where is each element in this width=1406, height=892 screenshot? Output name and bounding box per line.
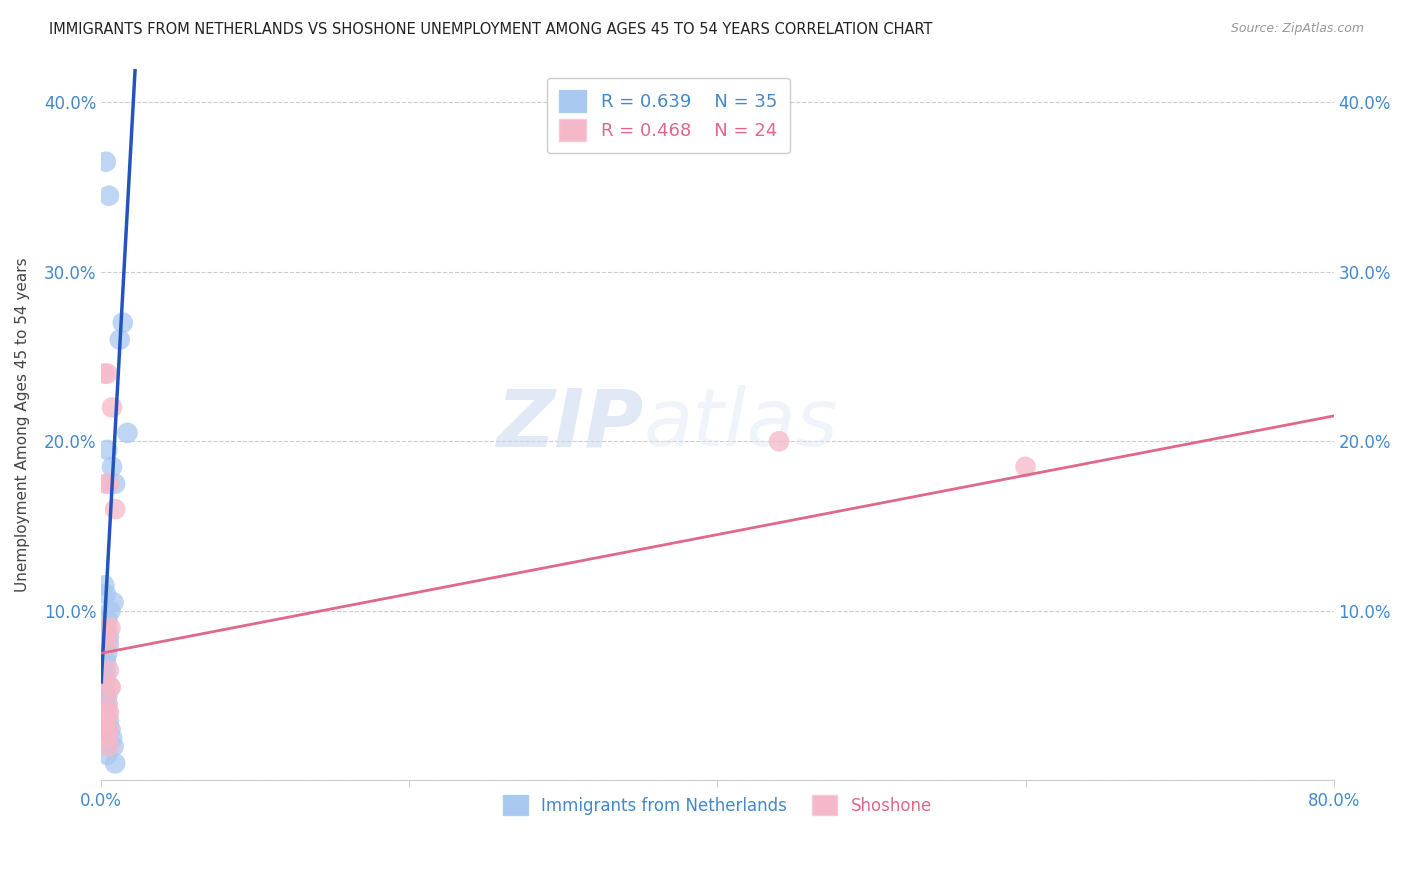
Point (94, 154, 117, 169)
Point (94, 621, 117, 635)
Point (100, 723, 122, 737)
Point (96, 747, 118, 762)
Point (96, 621, 118, 635)
Point (101, 401, 124, 415)
Point (96, 442, 118, 457)
Point (97, 663, 120, 677)
Point (96, 706, 118, 720)
Point (100, 604, 122, 618)
Point (96, 731, 118, 745)
Point (93, 672, 115, 686)
Point (96, 697, 118, 711)
Text: Source: ZipAtlas.com: Source: ZipAtlas.com (1230, 22, 1364, 36)
Point (93, 723, 115, 737)
Point (94, 714, 117, 728)
Point (97, 476, 120, 491)
Point (96, 367, 118, 381)
Point (94, 655, 117, 669)
Point (768, 434, 790, 449)
Point (97, 638, 120, 652)
Point (97, 714, 120, 728)
Point (93, 578, 115, 592)
Point (96, 646, 118, 660)
Y-axis label: Unemployment Among Ages 45 to 54 years: Unemployment Among Ages 45 to 54 years (15, 257, 30, 591)
Point (94, 629, 117, 643)
Point (104, 756, 127, 771)
Text: ZIP: ZIP (496, 385, 644, 464)
Point (96, 723, 118, 737)
Point (100, 680, 122, 694)
Point (93, 680, 115, 694)
Point (94, 663, 117, 677)
Point (94, 672, 117, 686)
Text: IMMIGRANTS FROM NETHERLANDS VS SHOSHONE UNEMPLOYMENT AMONG AGES 45 TO 54 YEARS C: IMMIGRANTS FROM NETHERLANDS VS SHOSHONE … (49, 22, 932, 37)
Point (94, 689, 117, 703)
Point (94, 476, 117, 491)
Point (97, 629, 120, 643)
Point (96, 689, 118, 703)
Text: atlas: atlas (644, 385, 838, 464)
Point (93, 367, 115, 381)
Point (93, 697, 115, 711)
Point (104, 476, 127, 491)
Point (100, 680, 122, 694)
Point (96, 697, 118, 711)
Point (108, 333, 131, 347)
Point (94, 714, 117, 728)
Point (97, 188, 120, 202)
Point (97, 723, 120, 737)
Point (1014, 459, 1036, 474)
Point (97, 706, 120, 720)
Point (97, 739, 120, 754)
Point (94, 706, 117, 720)
Point (111, 316, 134, 330)
Point (96, 612, 118, 626)
Point (101, 731, 124, 745)
Point (103, 739, 125, 754)
Legend: Immigrants from Netherlands, Shoshone: Immigrants from Netherlands, Shoshone (494, 785, 942, 825)
Point (93, 680, 115, 694)
Point (101, 459, 124, 474)
Point (96, 638, 118, 652)
Point (94, 587, 117, 601)
Point (103, 595, 125, 609)
Point (117, 425, 139, 440)
Point (104, 502, 127, 516)
Point (100, 621, 122, 635)
